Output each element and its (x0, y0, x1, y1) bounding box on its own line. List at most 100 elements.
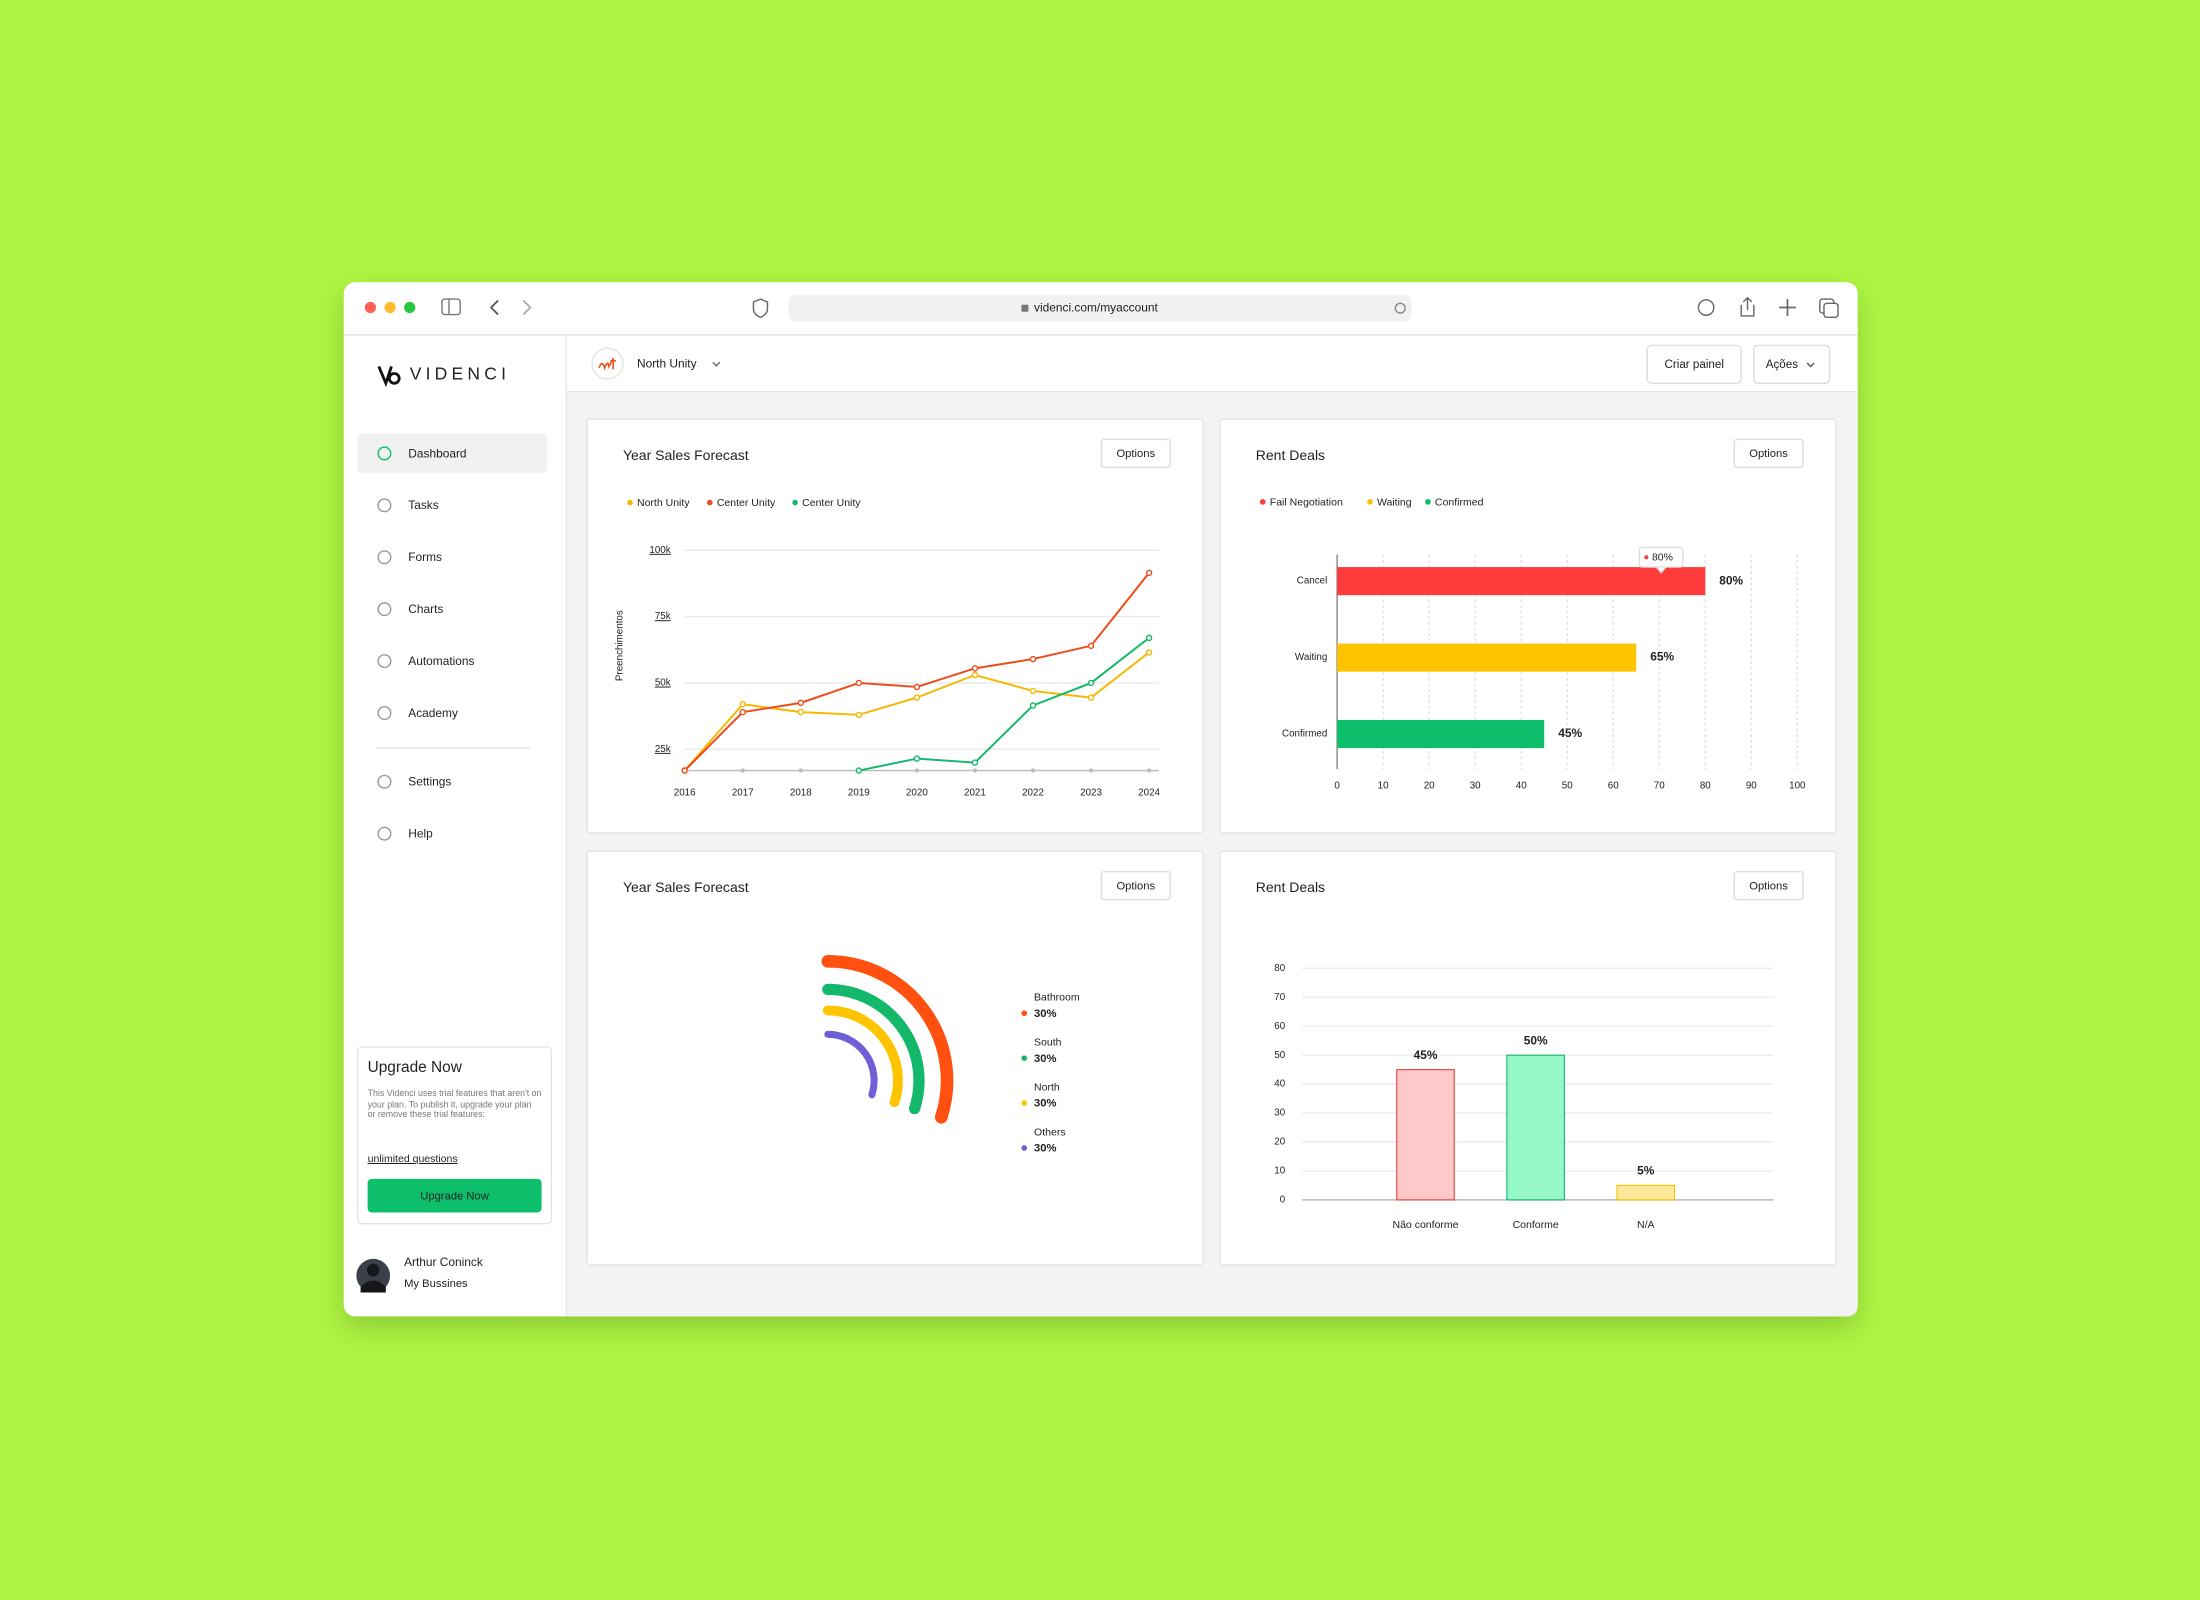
x-tick-label: 2020 (906, 788, 928, 799)
legend-value: 30% (1034, 1053, 1056, 1065)
x-axis-dot (1147, 768, 1152, 773)
value-label: 65% (1650, 650, 1674, 664)
radial-arc (822, 983, 925, 1115)
download-button[interactable] (1697, 299, 1715, 316)
options-button[interactable] (1100, 870, 1171, 901)
options-button[interactable] (1100, 438, 1171, 469)
nav-item[interactable]: Help (408, 827, 433, 841)
series-point (971, 665, 979, 672)
x-tick-label: 2023 (1080, 788, 1102, 799)
y-tick-label: 60 (1274, 1021, 1285, 1032)
legend-dot (1021, 1010, 1028, 1017)
avatar-body (360, 1280, 386, 1293)
close-button[interactable] (364, 301, 377, 314)
forward-button[interactable] (522, 299, 532, 316)
nav-icon (377, 654, 392, 669)
nav-icon (377, 826, 392, 841)
legend-dot (1021, 1055, 1028, 1061)
user-subtitle: My Bussines (404, 1278, 468, 1290)
address-bar[interactable] (788, 294, 1412, 322)
nav-active-bg (357, 433, 548, 474)
options-label: Options (1749, 448, 1788, 460)
avatar-head (366, 1263, 380, 1277)
series-point (1029, 687, 1037, 695)
nav-item[interactable]: Tasks (408, 498, 438, 512)
x-axis-dot (1088, 768, 1094, 773)
x-tick-label: 80 (1700, 781, 1711, 792)
upgrade-title: Upgrade Now (368, 1059, 463, 1076)
unit-logo-mark (598, 358, 616, 371)
legend-label: Others (1034, 1126, 1066, 1138)
y-tick-label: Cancel (1297, 576, 1328, 587)
bar (1616, 1184, 1676, 1201)
y-tick-label: 70 (1274, 992, 1285, 1003)
criar-painel-button[interactable] (1646, 344, 1742, 384)
series-line (858, 637, 1150, 772)
card-title: Rent Deals (1256, 447, 1325, 463)
legend-label: North Unity (637, 497, 690, 509)
unit-name[interactable]: North Unity (637, 357, 697, 371)
x-tick-label: 50 (1562, 781, 1573, 792)
x-tick-label: 100 (1789, 781, 1806, 792)
tabs-button-back (1823, 302, 1839, 319)
options-label: Options (1116, 448, 1155, 460)
legend-label: North (1034, 1081, 1060, 1093)
legend-dot (1021, 1100, 1028, 1106)
x-tick-label: Não conforme (1392, 1219, 1458, 1231)
value-label: 5% (1637, 1164, 1655, 1178)
y-tick-label: 50 (1274, 1050, 1285, 1061)
nav-item[interactable]: Dashboard (408, 446, 466, 460)
series-point (855, 767, 863, 774)
x-tick-label: 20 (1424, 781, 1435, 792)
share-button[interactable] (1740, 296, 1755, 317)
series-point (913, 694, 921, 701)
upgrade-button[interactable] (367, 1178, 542, 1213)
nav-item[interactable]: Forms (408, 550, 442, 564)
x-tick-label: 30 (1470, 781, 1481, 792)
y-tick-label: 50k (655, 678, 671, 689)
sidebar-toggle[interactable] (441, 298, 461, 316)
series-point (1087, 694, 1095, 701)
value-label: 50% (1524, 1033, 1548, 1047)
nav-icon (377, 602, 392, 617)
series-point (971, 759, 979, 766)
zoom-button[interactable] (404, 301, 416, 314)
upgrade-link[interactable]: unlimited questions (368, 1153, 458, 1165)
x-tick-label: 2024 (1138, 788, 1160, 799)
upgrade-button-label: Upgrade Now (420, 1190, 489, 1202)
x-axis-dot (914, 768, 920, 773)
radial-arc (822, 1005, 903, 1108)
radial-arc (824, 1030, 878, 1099)
nav-item[interactable]: Academy (408, 706, 458, 720)
x-tick-label: 10 (1378, 781, 1389, 792)
back-button[interactable] (489, 299, 499, 316)
criar-painel-label: Criar painel (1664, 358, 1723, 371)
nav-icon (377, 774, 392, 789)
y-tick-label: 75k (655, 611, 671, 622)
nav-item[interactable]: Automations (408, 654, 474, 668)
series-point (913, 755, 921, 762)
y-tick-label: 100k (649, 545, 670, 556)
x-tick-label: Conforme (1513, 1219, 1559, 1231)
nav-icon (377, 705, 392, 721)
acoes-button[interactable] (1753, 344, 1831, 384)
nav-item[interactable]: Charts (408, 602, 443, 616)
x-tick-label: 0 (1334, 781, 1340, 792)
new-tab-button[interactable] (1779, 299, 1796, 316)
reload-button[interactable] (1394, 302, 1406, 314)
legend-label: Waiting (1377, 496, 1412, 508)
x-tick-label: 60 (1608, 781, 1619, 792)
tooltip-pointer (1654, 566, 1668, 574)
user-name: Arthur Coninck (404, 1255, 483, 1269)
y-axis-label: Preenchimentos (615, 610, 626, 681)
options-button[interactable] (1733, 870, 1804, 901)
x-tick-label: 2021 (964, 788, 986, 799)
options-button[interactable] (1733, 438, 1804, 469)
unit-chevron[interactable] (712, 361, 721, 367)
card (586, 418, 1204, 834)
tooltip-dot (1644, 555, 1649, 560)
minimize-button[interactable] (384, 301, 396, 314)
nav-item[interactable]: Settings (408, 775, 451, 789)
x-axis-dot (972, 768, 978, 773)
